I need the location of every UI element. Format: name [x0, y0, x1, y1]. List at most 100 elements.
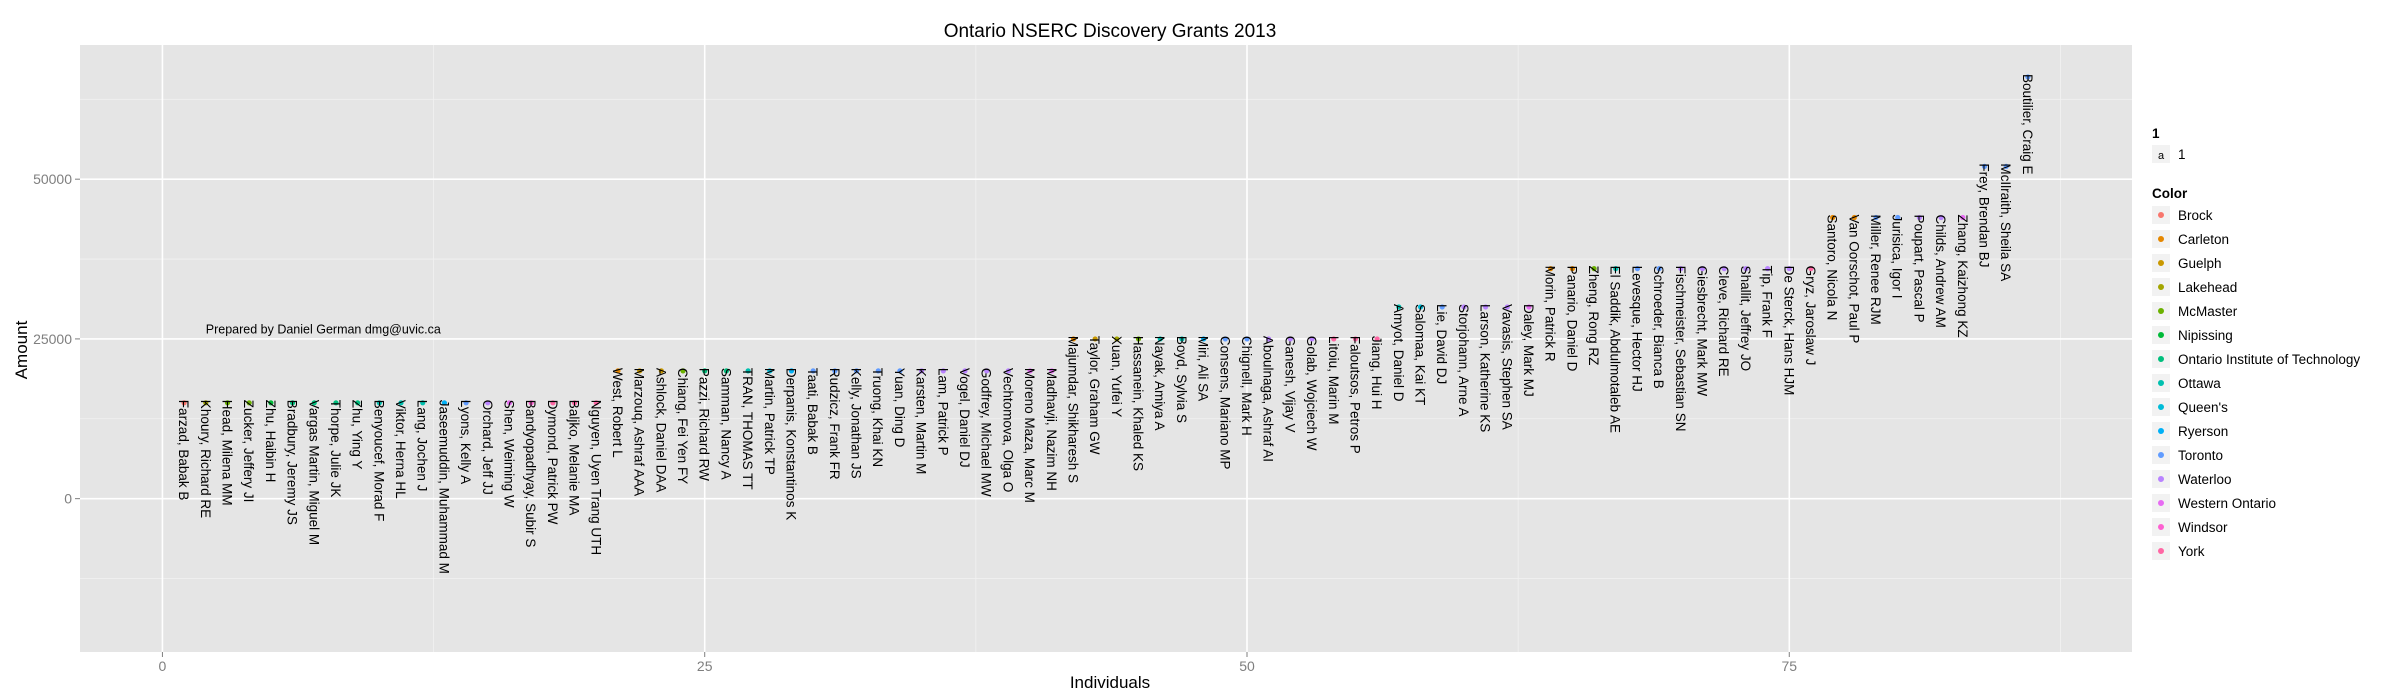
- data-point-label: Head, Milena MM: [220, 400, 235, 506]
- data-point: [268, 400, 274, 406]
- legend-entry-label: Ryerson: [2178, 424, 2228, 439]
- data-point: [1027, 368, 1033, 374]
- data-point-label: Cleve, Richard RE: [1716, 266, 1731, 377]
- data-point-label: Shen, Weiming W: [501, 400, 516, 508]
- data-point-label: Larson, Katherine KS: [1478, 304, 1493, 432]
- data-point: [1244, 336, 1250, 342]
- data-point-label: Van Oorschot, Paul P: [1846, 215, 1861, 344]
- data-point: [289, 400, 296, 406]
- x-axis-title: Individuals: [1070, 673, 1150, 692]
- data-point-label: Bradbury, Jeremy JS: [285, 400, 300, 525]
- data-point-label: Morin, Patrick R: [1543, 266, 1558, 362]
- data-point: [398, 400, 404, 406]
- data-point-label: Viktor, Herna HL: [393, 400, 408, 499]
- data-point-label: Zhu, Haibin H: [263, 400, 278, 483]
- data-point: [246, 400, 252, 406]
- data-point: [984, 368, 990, 374]
- legend-entry-label: Nipissing: [2178, 328, 2233, 343]
- data-point-label: Storjohann, Arne A: [1456, 304, 1471, 417]
- legend-swatch: [2158, 500, 2164, 506]
- data-point: [1916, 214, 1923, 221]
- data-point: [810, 368, 816, 374]
- data-point-label: Shallit, Jeffrey JO: [1738, 266, 1753, 372]
- legend-entry-label: Lakehead: [2178, 280, 2237, 295]
- data-point: [1526, 304, 1532, 310]
- data-point: [940, 368, 946, 374]
- data-point: [376, 400, 382, 406]
- data-point-label: Golab, Wojciech W: [1304, 336, 1319, 451]
- x-tick-label: 25: [697, 658, 713, 674]
- data-point-label: Lam, Patrick P: [935, 368, 950, 456]
- data-point: [788, 368, 795, 374]
- data-point-label: Kelly, Jonathan JS: [849, 368, 864, 479]
- data-point-label: Zhu, Ying Y: [350, 400, 365, 470]
- data-point: [1764, 266, 1771, 272]
- data-point: [1591, 266, 1597, 272]
- legend-size-key: [2152, 145, 2170, 163]
- legend-swatch: [2158, 284, 2164, 290]
- data-point: [1439, 304, 1445, 310]
- legend-swatch: [2158, 236, 2164, 242]
- data-point-label: Gryz, Jaroslaw J: [1803, 266, 1818, 366]
- legend-entry-label: Windsor: [2178, 520, 2228, 535]
- data-point-label: Yuan, Ding D: [892, 368, 907, 448]
- data-point: [1352, 336, 1359, 342]
- data-point-label: Consens, Mariano MP: [1217, 336, 1232, 470]
- legend-swatch: [2158, 212, 2164, 218]
- legend-swatch: [2158, 428, 2164, 434]
- data-point-label: Aboulnaga, Ashraf AI: [1261, 336, 1276, 462]
- data-point: [506, 400, 513, 406]
- data-point: [702, 368, 708, 374]
- legend-swatch: [2158, 332, 2164, 338]
- x-tick-label: 0: [159, 658, 167, 674]
- data-point: [441, 400, 448, 406]
- data-point: [1895, 214, 1901, 221]
- data-point-label: Jiang, Hui H: [1369, 336, 1384, 410]
- data-point-label: Madhavji, Nazim NH: [1044, 368, 1059, 491]
- data-point: [767, 368, 773, 374]
- y-tick-label: 50000: [33, 171, 72, 187]
- legend-size-label: 1: [2178, 147, 2186, 162]
- chart-title: Ontario NSERC Discovery Grants 2013: [944, 21, 1277, 42]
- data-point: [1851, 214, 1857, 221]
- data-point-label: Litoiu, Marin M: [1326, 336, 1341, 425]
- data-point-label: Lang, Jochen J: [415, 400, 430, 492]
- data-point-label: Hassanein, Khaled KS: [1131, 336, 1146, 471]
- data-point-label: Daley, Mark MJ: [1521, 304, 1536, 397]
- data-point-label: Zhang, Kaizhong KZ: [1955, 215, 1970, 338]
- data-point-label: Levesque, Hector HJ: [1629, 266, 1644, 392]
- data-point-label: Jaseemuddin, Muhammad M: [436, 400, 451, 574]
- legend-size-title: 1: [2152, 126, 2160, 141]
- data-point: [1070, 336, 1077, 342]
- data-point: [680, 368, 686, 374]
- data-point: [1830, 214, 1836, 221]
- y-tick-label: 25000: [33, 331, 72, 347]
- data-point-label: Boyd, Sylvia S: [1174, 336, 1189, 423]
- legend-entry-label: Ottawa: [2178, 376, 2221, 391]
- data-point-label: Nayak, Amiya A: [1152, 336, 1167, 431]
- data-point: [1179, 336, 1185, 342]
- data-point: [1157, 336, 1163, 342]
- data-point: [658, 368, 664, 374]
- legend-size-key-glyph: a: [2158, 150, 2165, 162]
- legend-entry-label: York: [2178, 544, 2205, 559]
- data-point-label: El Saddik, Abdulmotaleb AE: [1608, 266, 1623, 433]
- data-point: [723, 368, 730, 374]
- data-point-label: Vavasis, Stephen SA: [1499, 304, 1514, 430]
- data-point-label: Frey, Brendan BJ: [1976, 163, 1991, 267]
- data-point-label: Fischmeister, Sebastian SN: [1673, 266, 1688, 432]
- data-point-label: Poupart, Pascal P: [1911, 215, 1926, 323]
- data-point: [1461, 304, 1467, 310]
- data-point: [1808, 266, 1814, 272]
- data-point: [1569, 266, 1575, 272]
- data-point: [1114, 336, 1120, 342]
- y-axis-title: Amount: [12, 320, 31, 379]
- legend-entry-label: Western Ontario: [2178, 496, 2276, 511]
- annotation-prepared-by: Prepared by Daniel German dmg@uvic.ca: [206, 322, 441, 336]
- legend-entry-label: Guelph: [2178, 256, 2222, 271]
- legend-entry-label: Ontario Institute of Technology: [2178, 352, 2360, 367]
- data-point: [897, 368, 903, 374]
- data-point-label: Pazzi, Richard RW: [697, 368, 712, 481]
- legend-swatch: [2158, 548, 2164, 554]
